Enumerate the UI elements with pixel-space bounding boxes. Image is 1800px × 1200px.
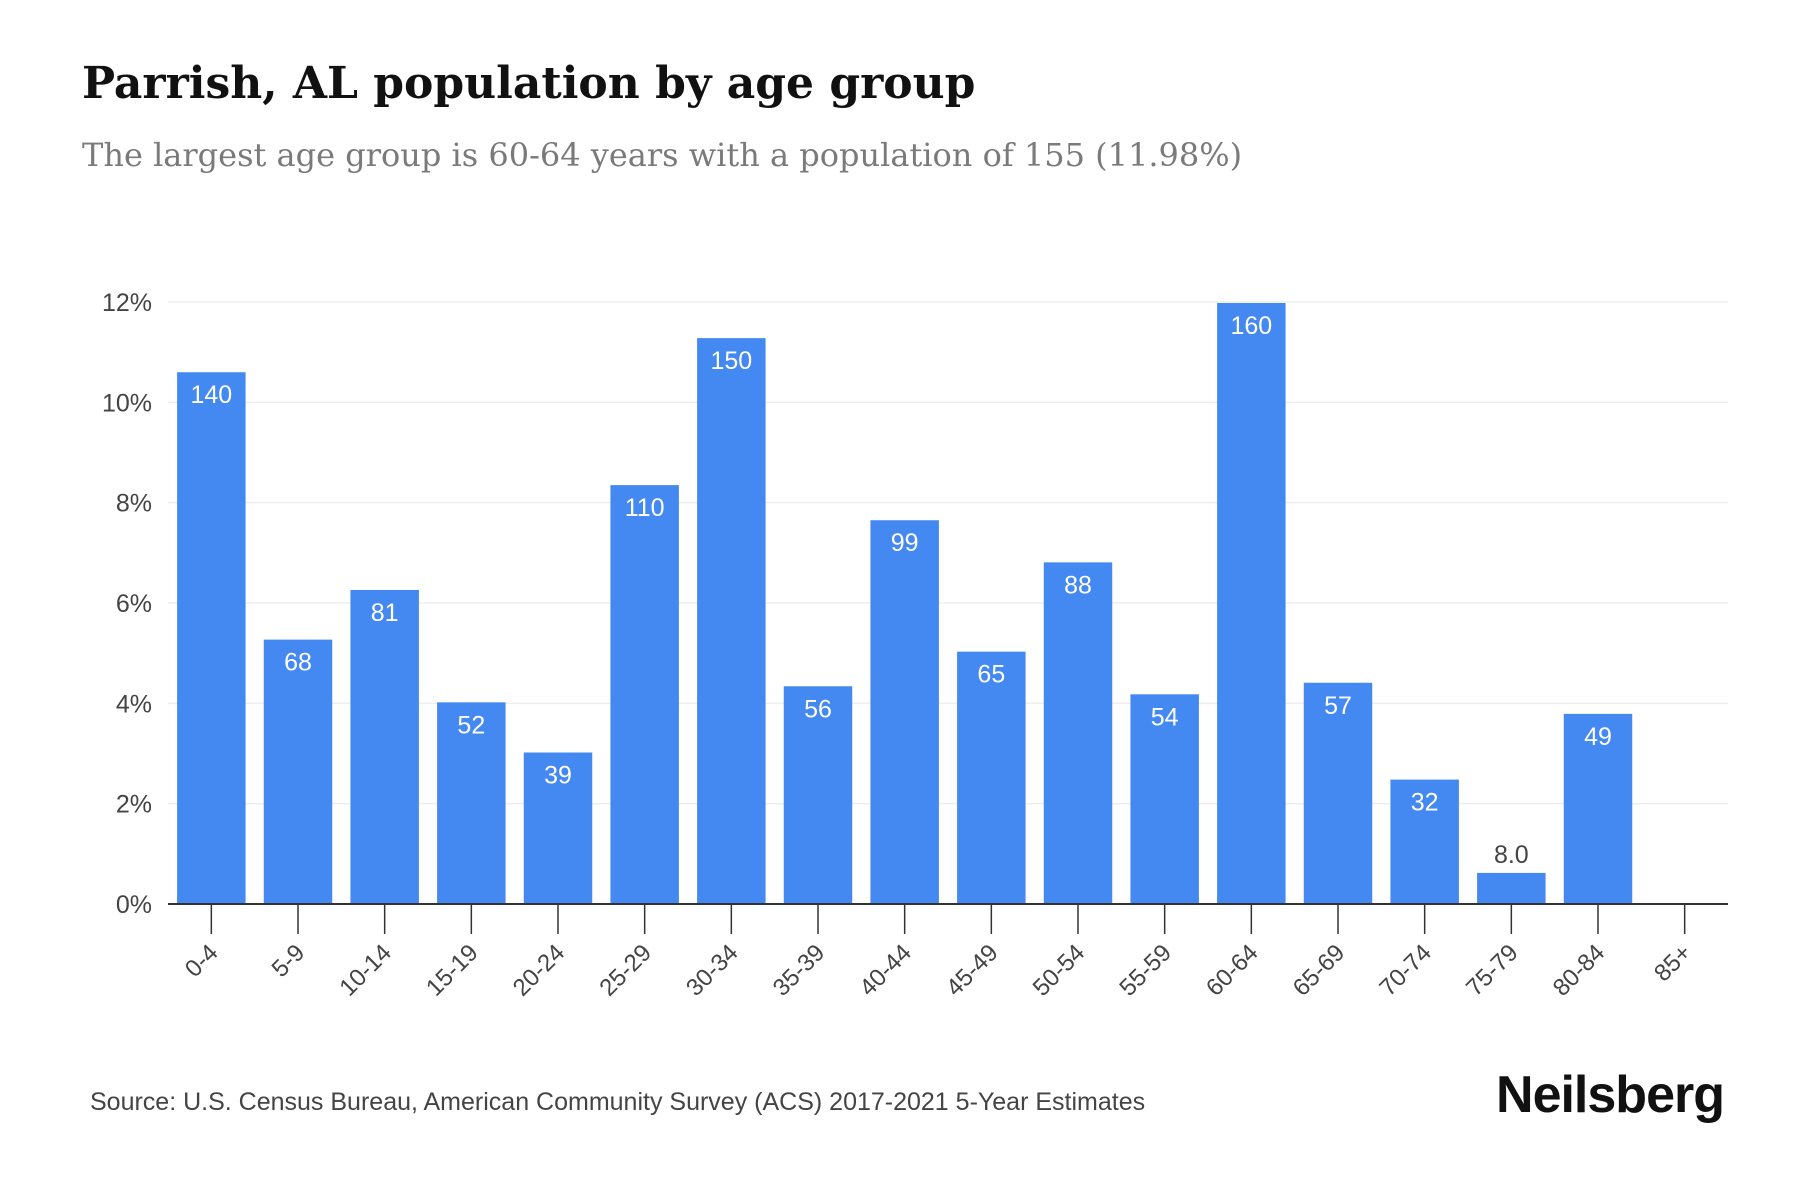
x-tick-label: 80-84 bbox=[1548, 939, 1611, 1002]
bar bbox=[1043, 562, 1113, 904]
bar bbox=[1563, 713, 1633, 904]
bar bbox=[1477, 872, 1546, 904]
bar bbox=[263, 639, 333, 904]
data-label: 54 bbox=[1151, 703, 1179, 731]
bar bbox=[1390, 779, 1459, 904]
x-tick-label: 65-69 bbox=[1288, 939, 1351, 1002]
data-label: 39 bbox=[544, 761, 572, 789]
chart-subtitle: The largest age group is 60-64 years wit… bbox=[82, 136, 1243, 174]
y-tick-label: 8% bbox=[116, 490, 152, 518]
source-note: Source: U.S. Census Bureau, American Com… bbox=[90, 1088, 1146, 1116]
bar bbox=[1217, 303, 1286, 905]
data-label: 8.0 bbox=[1494, 841, 1529, 869]
y-tick-label: 10% bbox=[102, 389, 152, 417]
bar bbox=[783, 686, 853, 904]
bar bbox=[610, 485, 679, 904]
y-tick-label: 12% bbox=[102, 289, 152, 317]
bar bbox=[177, 372, 246, 904]
data-label: 57 bbox=[1324, 692, 1352, 720]
data-label: 81 bbox=[371, 599, 399, 627]
bar bbox=[870, 520, 939, 904]
x-tick-label: 55-59 bbox=[1114, 939, 1177, 1002]
x-tick-label: 20-24 bbox=[508, 939, 571, 1002]
bar bbox=[957, 651, 1026, 904]
data-label: 140 bbox=[190, 381, 232, 409]
bar bbox=[437, 702, 506, 904]
y-tick-label: 4% bbox=[116, 690, 152, 718]
data-label: 68 bbox=[284, 649, 312, 677]
data-label: 160 bbox=[1230, 312, 1272, 340]
data-label: 32 bbox=[1411, 789, 1439, 817]
y-tick-label: 2% bbox=[116, 791, 152, 819]
x-tick-label: 45-49 bbox=[941, 939, 1004, 1002]
x-tick-label: 75-79 bbox=[1461, 939, 1524, 1002]
data-label: 56 bbox=[804, 695, 832, 723]
x-tick-label: 70-74 bbox=[1374, 939, 1437, 1002]
data-label: 150 bbox=[710, 347, 752, 375]
x-tick-label: 85+ bbox=[1649, 939, 1697, 987]
x-tick-label: 25-29 bbox=[594, 939, 657, 1002]
y-tick-label: 6% bbox=[116, 590, 152, 618]
bar-chart: 0% 2% 4% 6% 8% 10% 12% 140 0-4 68 5-9 81 10-14 52 15-1… bbox=[102, 289, 1728, 1002]
bar bbox=[1303, 682, 1373, 904]
data-label: 110 bbox=[625, 494, 665, 522]
x-tick-label: 60-64 bbox=[1201, 939, 1264, 1002]
x-tick-label: 30-34 bbox=[681, 939, 744, 1002]
x-tick-label: 35-39 bbox=[768, 939, 831, 1002]
brand-logo: Neilsberg bbox=[1496, 1066, 1725, 1124]
data-label: 52 bbox=[457, 711, 485, 739]
chart-title: Parrish, AL population by age group bbox=[82, 58, 976, 109]
data-label: 49 bbox=[1584, 723, 1612, 751]
x-tick-label: 0-4 bbox=[180, 939, 224, 983]
data-label: 88 bbox=[1064, 571, 1092, 599]
x-tick-label: 40-44 bbox=[854, 939, 917, 1002]
data-label: 65 bbox=[977, 661, 1005, 689]
data-label: 99 bbox=[891, 529, 919, 557]
x-tick-label: 5-9 bbox=[267, 939, 311, 983]
bar bbox=[697, 338, 766, 904]
x-tick-label: 10-14 bbox=[334, 939, 397, 1002]
y-tick-label: 0% bbox=[116, 891, 152, 919]
x-tick-label: 15-19 bbox=[421, 939, 484, 1002]
bar bbox=[523, 752, 593, 904]
x-tick-label: 50-54 bbox=[1028, 939, 1091, 1002]
bar bbox=[1130, 694, 1199, 904]
bar bbox=[350, 589, 419, 904]
